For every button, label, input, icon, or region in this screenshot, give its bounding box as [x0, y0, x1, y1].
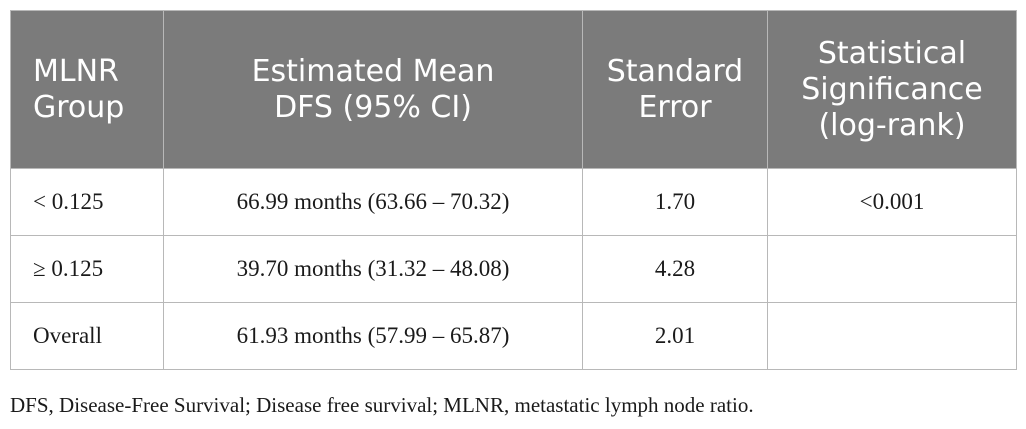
- table-header: MLNR Group Estimated Mean DFS (95% CI) S…: [10, 10, 1017, 169]
- cell-standard-error: 1.70: [582, 168, 768, 236]
- header-line: Estimated Mean: [251, 53, 495, 89]
- header-line: DFS (95% CI): [274, 89, 472, 125]
- cell-estimated-mean-dfs: 66.99 months (63.66 – 70.32): [163, 168, 583, 236]
- header-line: MLNR: [33, 53, 119, 89]
- header-standard-error: Standard Error: [582, 10, 768, 169]
- cell-significance: [767, 235, 1017, 303]
- table-body: < 0.125 66.99 months (63.66 – 70.32) 1.7…: [10, 168, 1017, 370]
- data-table-container: MLNR Group Estimated Mean DFS (95% CI) S…: [10, 10, 1017, 370]
- header-line: Standard: [606, 53, 744, 89]
- dfs-table: MLNR Group Estimated Mean DFS (95% CI) S…: [10, 10, 1017, 370]
- cell-mlnr-group: ≥ 0.125: [10, 235, 164, 303]
- header-estimated-mean-dfs: Estimated Mean DFS (95% CI): [163, 10, 583, 169]
- cell-significance: [767, 302, 1017, 370]
- cell-significance: <0.001: [767, 168, 1017, 236]
- table-row: Overall 61.93 months (57.99 – 65.87) 2.0…: [10, 302, 1017, 370]
- table-footnote: DFS, Disease-Free Survival; Disease free…: [10, 393, 754, 417]
- header-line: Statistical: [817, 35, 967, 71]
- cell-estimated-mean-dfs: 61.93 months (57.99 – 65.87): [163, 302, 583, 370]
- header-mlnr-group: MLNR Group: [10, 10, 164, 169]
- header-line: (log-rank): [818, 107, 966, 143]
- table-row: < 0.125 66.99 months (63.66 – 70.32) 1.7…: [10, 168, 1017, 236]
- cell-mlnr-group: Overall: [10, 302, 164, 370]
- cell-standard-error: 2.01: [582, 302, 768, 370]
- header-statistical-significance: Statistical Significance (log-rank): [767, 10, 1017, 169]
- header-row: MLNR Group Estimated Mean DFS (95% CI) S…: [10, 10, 1017, 169]
- cell-estimated-mean-dfs: 39.70 months (31.32 – 48.08): [163, 235, 583, 303]
- cell-standard-error: 4.28: [582, 235, 768, 303]
- table-row: ≥ 0.125 39.70 months (31.32 – 48.08) 4.2…: [10, 235, 1017, 303]
- header-line: Group: [33, 89, 125, 125]
- header-line: Significance: [801, 71, 983, 107]
- header-line: Error: [638, 89, 712, 125]
- cell-mlnr-group: < 0.125: [10, 168, 164, 236]
